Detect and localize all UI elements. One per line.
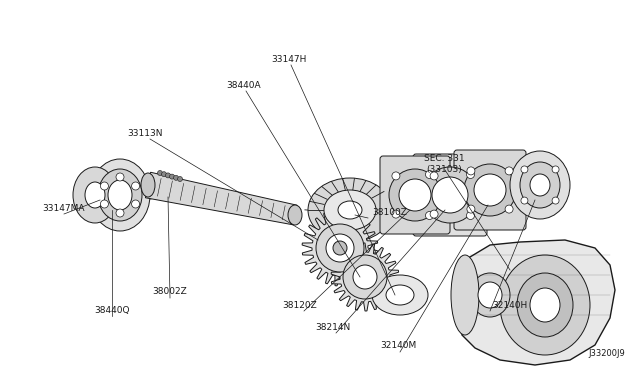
- Circle shape: [170, 174, 175, 179]
- Circle shape: [521, 197, 528, 204]
- Text: 38002Z: 38002Z: [152, 288, 188, 296]
- Circle shape: [116, 173, 124, 181]
- Ellipse shape: [343, 255, 387, 299]
- Ellipse shape: [353, 265, 377, 289]
- FancyBboxPatch shape: [454, 150, 526, 230]
- Circle shape: [173, 175, 179, 180]
- Polygon shape: [145, 172, 297, 225]
- Ellipse shape: [470, 273, 510, 317]
- Text: 38214N: 38214N: [316, 323, 351, 331]
- Text: 33147MA: 33147MA: [43, 203, 85, 212]
- Ellipse shape: [288, 205, 302, 225]
- Text: 38440A: 38440A: [227, 80, 261, 90]
- Ellipse shape: [399, 179, 431, 211]
- Ellipse shape: [517, 273, 573, 337]
- Circle shape: [177, 176, 182, 182]
- Polygon shape: [331, 243, 399, 311]
- Circle shape: [430, 210, 438, 218]
- Ellipse shape: [98, 169, 142, 221]
- Ellipse shape: [372, 275, 428, 315]
- Ellipse shape: [85, 182, 105, 208]
- Circle shape: [467, 167, 475, 175]
- Text: SEC. 331
(33103): SEC. 331 (33103): [424, 154, 464, 174]
- Ellipse shape: [432, 177, 468, 213]
- Circle shape: [552, 166, 559, 173]
- Circle shape: [426, 170, 433, 179]
- Ellipse shape: [520, 162, 560, 208]
- Circle shape: [157, 170, 163, 176]
- Ellipse shape: [510, 151, 570, 219]
- Text: 32140H: 32140H: [492, 301, 527, 310]
- Ellipse shape: [324, 190, 376, 230]
- Polygon shape: [460, 240, 615, 365]
- Ellipse shape: [108, 180, 132, 210]
- Circle shape: [505, 167, 513, 175]
- Text: 38440Q: 38440Q: [94, 305, 130, 314]
- Ellipse shape: [422, 167, 478, 223]
- Ellipse shape: [530, 288, 560, 322]
- Ellipse shape: [326, 234, 354, 262]
- Ellipse shape: [90, 159, 150, 231]
- Circle shape: [132, 200, 140, 208]
- Circle shape: [467, 212, 474, 219]
- Text: 38100Z: 38100Z: [372, 208, 407, 217]
- Text: 38120Z: 38120Z: [283, 301, 317, 310]
- Ellipse shape: [386, 285, 414, 305]
- Circle shape: [100, 182, 108, 190]
- Text: 33113N: 33113N: [127, 128, 163, 138]
- Ellipse shape: [478, 282, 502, 308]
- Ellipse shape: [474, 174, 506, 206]
- Circle shape: [100, 200, 108, 208]
- Circle shape: [166, 173, 170, 178]
- Ellipse shape: [500, 255, 590, 355]
- FancyBboxPatch shape: [380, 156, 450, 234]
- Circle shape: [161, 172, 166, 177]
- Circle shape: [116, 209, 124, 217]
- Circle shape: [505, 205, 513, 213]
- Ellipse shape: [308, 178, 392, 242]
- Ellipse shape: [316, 224, 364, 272]
- Circle shape: [521, 166, 528, 173]
- Text: 33147H: 33147H: [271, 55, 307, 64]
- Polygon shape: [302, 210, 378, 286]
- Circle shape: [132, 182, 140, 190]
- Text: 32140M: 32140M: [380, 341, 416, 350]
- Circle shape: [467, 205, 475, 213]
- Circle shape: [333, 241, 347, 255]
- FancyBboxPatch shape: [413, 154, 487, 236]
- Ellipse shape: [389, 169, 441, 221]
- Circle shape: [392, 210, 400, 218]
- Circle shape: [426, 212, 433, 219]
- Circle shape: [392, 172, 400, 180]
- Ellipse shape: [338, 201, 362, 219]
- Ellipse shape: [464, 164, 516, 216]
- Circle shape: [430, 172, 438, 180]
- Ellipse shape: [451, 255, 479, 335]
- Circle shape: [552, 197, 559, 204]
- Circle shape: [467, 170, 474, 179]
- Ellipse shape: [530, 174, 550, 196]
- Ellipse shape: [73, 167, 117, 223]
- Ellipse shape: [141, 173, 155, 197]
- Text: J33200J9: J33200J9: [588, 349, 625, 358]
